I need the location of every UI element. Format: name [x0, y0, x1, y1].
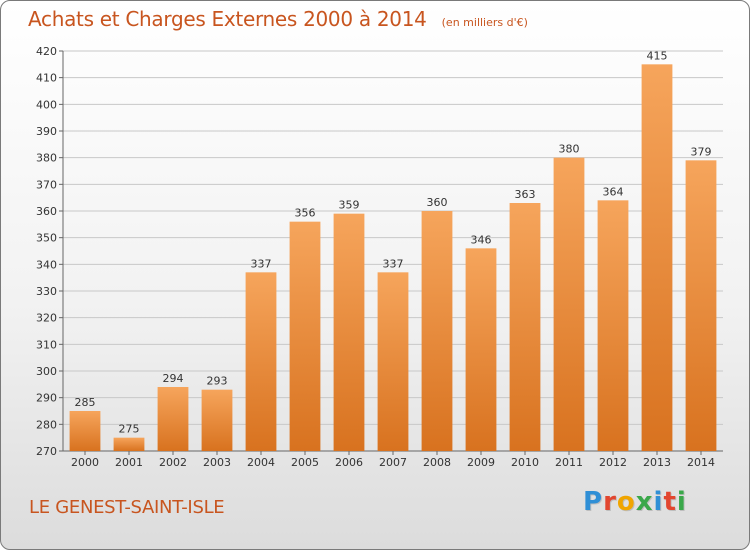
value-label-2006: 359 — [339, 199, 360, 212]
bar-2010 — [509, 203, 541, 451]
x-tick-label-2001: 2001 — [115, 456, 143, 469]
y-tick-label: 270 — [36, 445, 57, 458]
x-tick-label-2011: 2011 — [555, 456, 583, 469]
value-label-2011: 380 — [559, 143, 580, 156]
x-tick-label-2009: 2009 — [467, 456, 495, 469]
x-tick-label-2013: 2013 — [643, 456, 671, 469]
bar-2003 — [201, 389, 233, 451]
logo-letter: t — [663, 487, 677, 517]
bar-2014 — [685, 160, 717, 452]
y-tick-label: 340 — [36, 258, 57, 271]
value-label-2010: 363 — [515, 188, 536, 201]
y-tick-label: 410 — [36, 72, 57, 85]
y-tick-label: 400 — [36, 98, 57, 111]
bar-2008 — [421, 211, 453, 451]
chart-title: Achats et Charges Externes 2000 à 2014 — [28, 7, 427, 31]
bar-2002 — [157, 387, 189, 451]
y-tick-label: 320 — [36, 312, 57, 325]
x-tick-label-2012: 2012 — [599, 456, 627, 469]
bar-2001 — [113, 437, 145, 451]
x-tick-label-2007: 2007 — [379, 456, 407, 469]
x-tick-label-2003: 2003 — [203, 456, 231, 469]
value-label-2004: 337 — [251, 257, 272, 270]
data-labels: 285 275 294 293 337 356 359 337 360 346 363 380 364 4… — [75, 49, 712, 435]
value-label-2001: 275 — [119, 423, 140, 436]
value-label-2008: 360 — [427, 196, 448, 209]
proxiti-logo: Proxiti — [583, 487, 687, 517]
x-tick-label-2014: 2014 — [687, 456, 715, 469]
bar-2004 — [245, 272, 277, 451]
bar-2006 — [333, 213, 365, 451]
value-label-2009: 346 — [471, 233, 492, 246]
x-tick-label-2002: 2002 — [159, 456, 187, 469]
axes: 270 280 290 300 310 320 330 340 350 360 370 380 390 4… — [36, 45, 723, 469]
y-tick-label: 360 — [36, 205, 57, 218]
value-label-2000: 285 — [75, 396, 96, 409]
y-tick-label: 420 — [36, 45, 57, 58]
bar-2011 — [553, 157, 585, 451]
x-tick-label-2000: 2000 — [71, 456, 99, 469]
bar-2005 — [289, 221, 321, 451]
y-tick-label: 330 — [36, 285, 57, 298]
x-tick-label-2006: 2006 — [335, 456, 363, 469]
y-tick-label: 280 — [36, 418, 57, 431]
x-tick-label-2004: 2004 — [247, 456, 275, 469]
title-row: Achats et Charges Externes 2000 à 2014 (… — [28, 7, 528, 31]
logo-letter: r — [603, 487, 617, 517]
bar-2007 — [377, 272, 409, 451]
bar-2000 — [69, 411, 101, 451]
logo-letter: i — [653, 487, 664, 517]
logo-letter: i — [676, 487, 687, 517]
value-label-2013: 415 — [647, 49, 668, 62]
y-tick-label: 290 — [36, 392, 57, 405]
x-tick-label-2010: 2010 — [511, 456, 539, 469]
logo-letter: P — [583, 487, 604, 517]
x-tick-label-2005: 2005 — [291, 456, 319, 469]
value-label-2005: 356 — [295, 207, 316, 220]
logo-letter: x — [635, 487, 654, 517]
bar-2013 — [641, 64, 673, 452]
x-tick-label-2008: 2008 — [423, 456, 451, 469]
y-tick-label: 380 — [36, 152, 57, 165]
y-tick-label: 390 — [36, 125, 57, 138]
y-tick-label: 300 — [36, 365, 57, 378]
y-tick-label: 310 — [36, 338, 57, 351]
bars — [69, 64, 717, 452]
value-label-2012: 364 — [603, 185, 624, 198]
value-label-2007: 337 — [383, 257, 404, 270]
place-name: LE GENEST-SAINT-ISLE — [29, 497, 225, 518]
value-label-2003: 293 — [207, 375, 228, 388]
chart-subtitle: (en milliers d'€) — [441, 16, 528, 29]
value-label-2002: 294 — [163, 372, 184, 385]
y-tick-label: 370 — [36, 178, 57, 191]
logo-letter: o — [616, 487, 636, 517]
y-tick-label: 350 — [36, 232, 57, 245]
value-label-2014: 379 — [691, 145, 712, 158]
bar-2009 — [465, 248, 497, 451]
bar-2012 — [597, 200, 629, 451]
